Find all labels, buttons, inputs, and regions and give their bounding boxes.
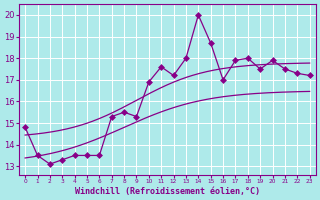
X-axis label: Windchill (Refroidissement éolien,°C): Windchill (Refroidissement éolien,°C) xyxy=(75,187,260,196)
